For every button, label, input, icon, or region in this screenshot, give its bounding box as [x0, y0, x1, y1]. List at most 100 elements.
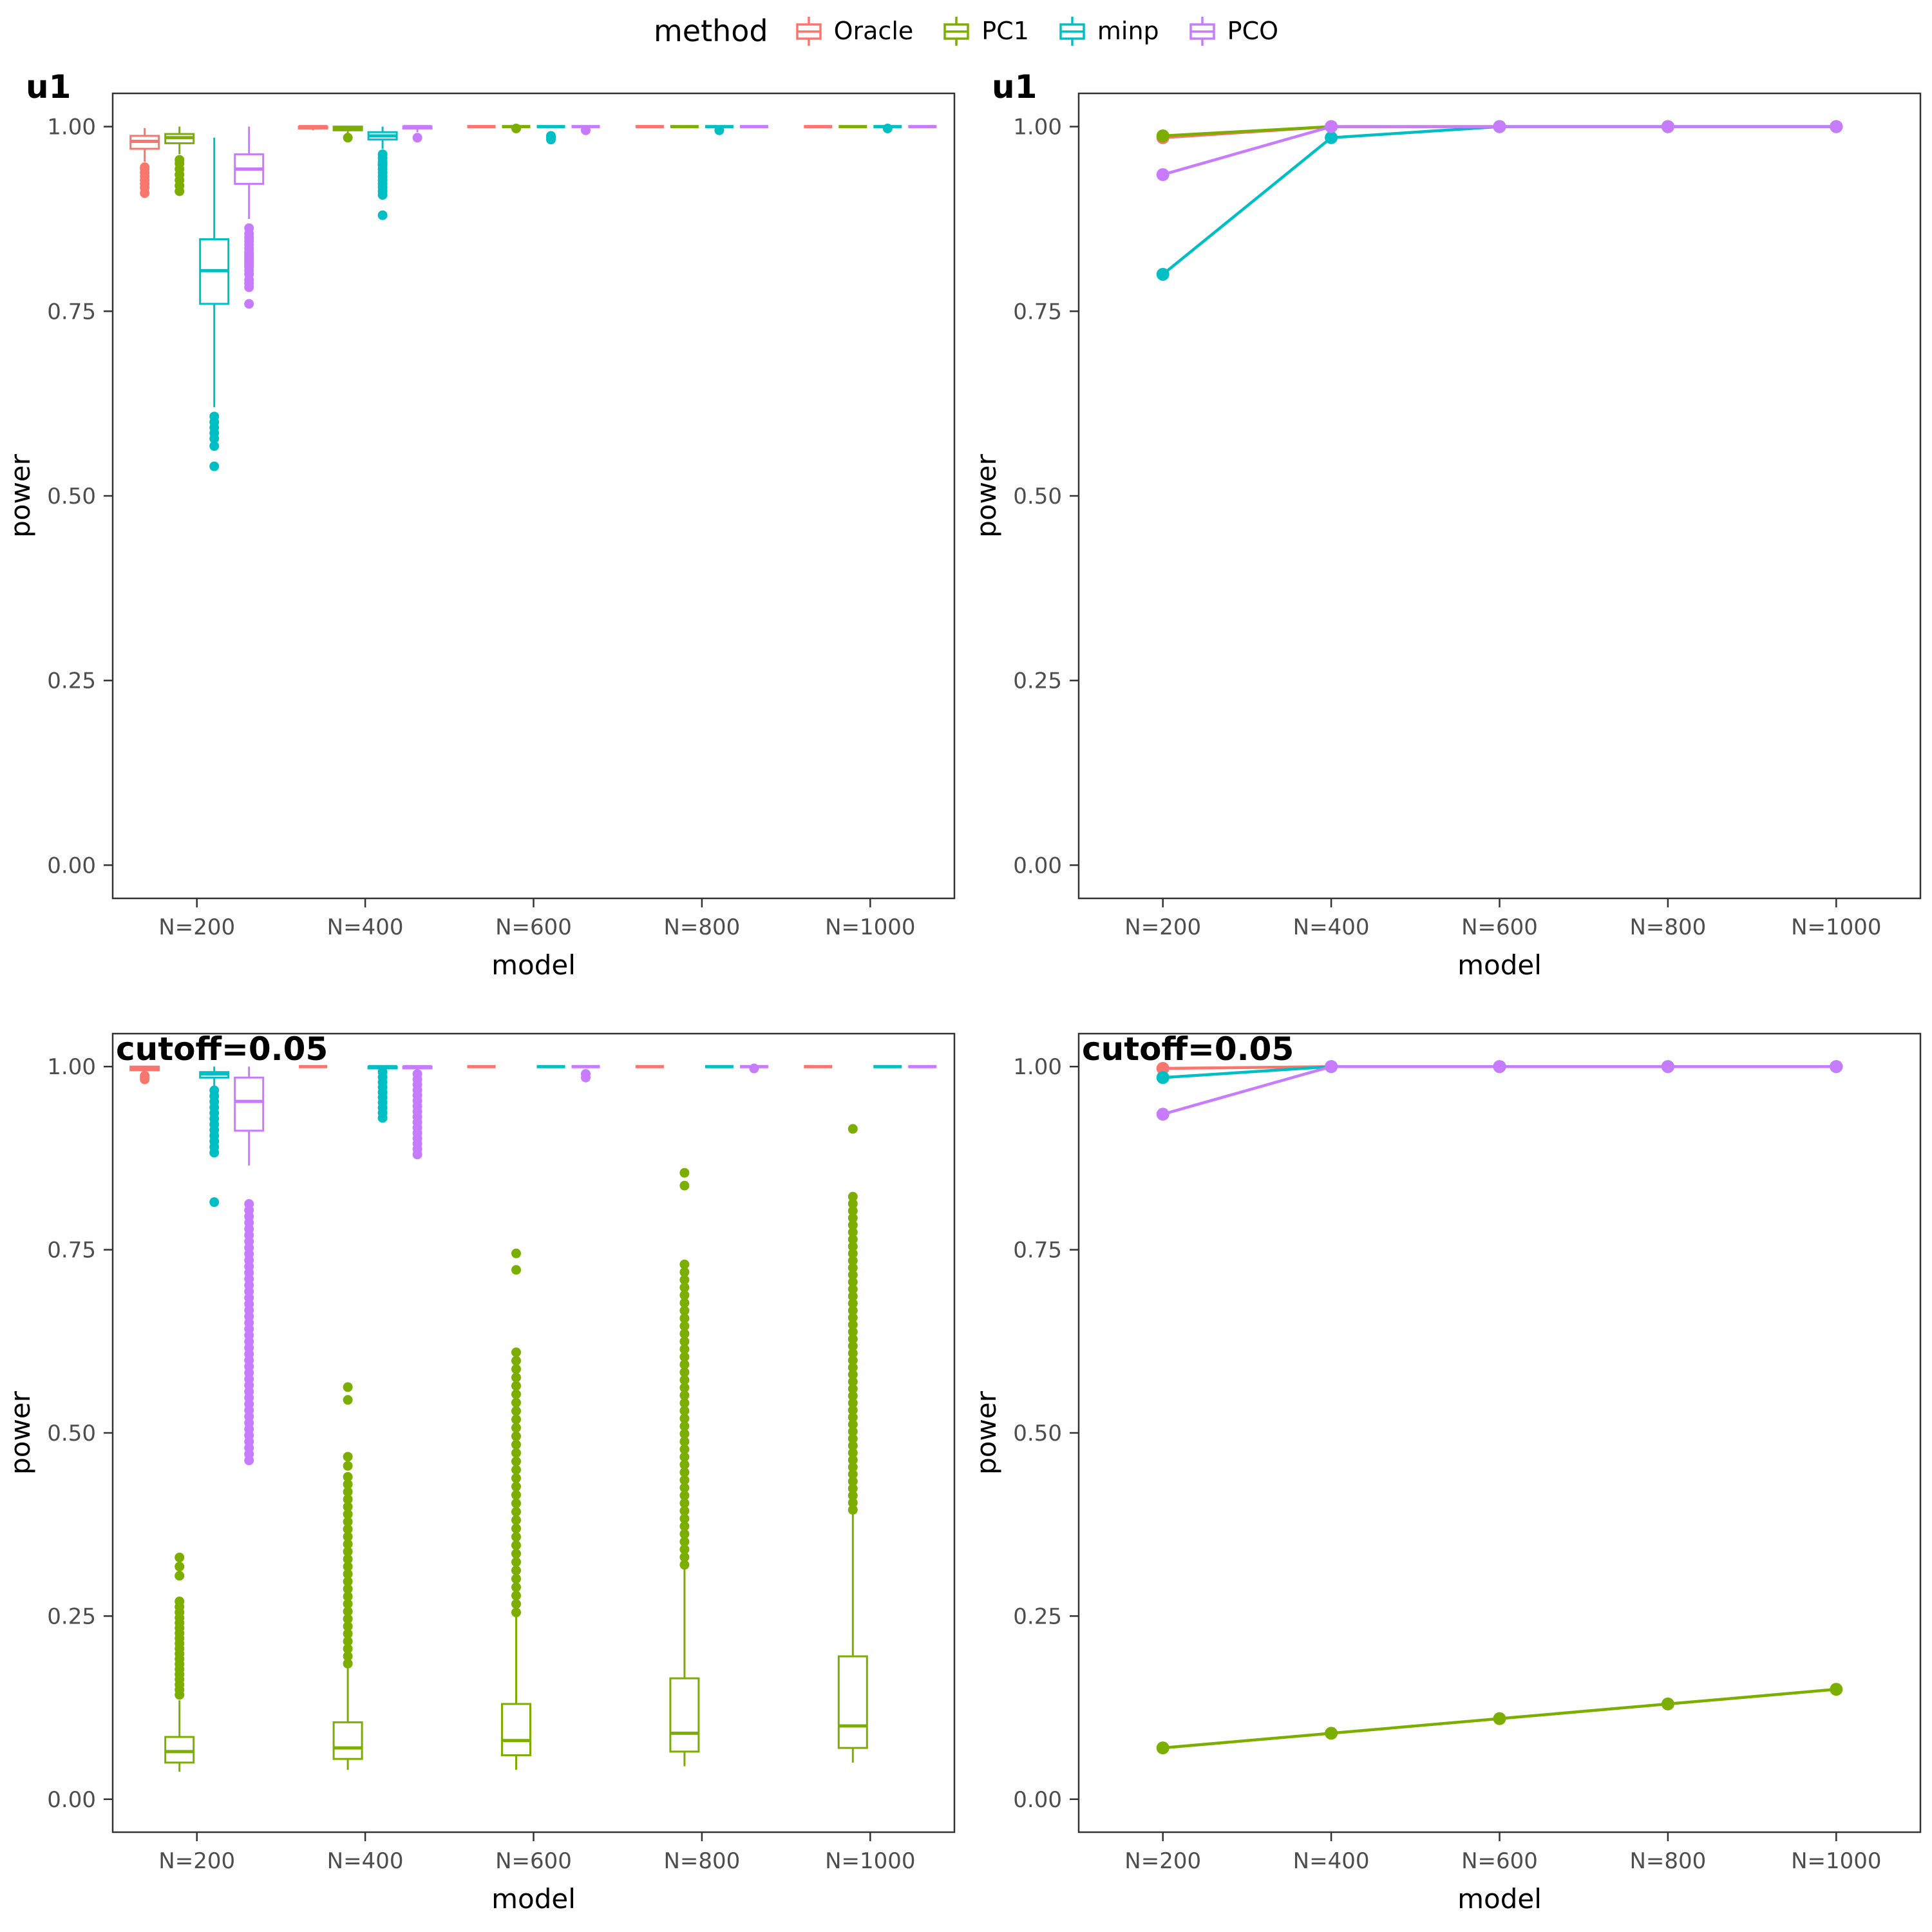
- data-point: [1156, 1062, 1170, 1075]
- x-tick-label: N=200: [158, 1848, 235, 1874]
- y-tick-label: 0.50: [47, 484, 96, 509]
- outlier-point: [848, 1412, 858, 1423]
- outlier-point: [343, 1524, 353, 1534]
- outlier-point: [848, 1334, 858, 1344]
- outlier-point: [343, 1509, 353, 1519]
- line-series-pc1: [1156, 1683, 1843, 1755]
- outlier-point: [679, 1459, 690, 1470]
- outlier-point: [343, 1479, 353, 1490]
- outlier-point: [377, 210, 388, 220]
- outlier-point: [511, 1372, 521, 1383]
- x-tick-label: N=800: [663, 1848, 740, 1874]
- outlier-point: [511, 1506, 521, 1517]
- outlier-point: [679, 1383, 690, 1393]
- outlier-point: [848, 1462, 858, 1472]
- outlier-point: [175, 1552, 185, 1562]
- x-tick-label: N=600: [1461, 1848, 1538, 1874]
- outlier-point: [848, 1341, 858, 1351]
- outlier-point: [848, 1490, 858, 1501]
- outlier-point: [848, 1305, 858, 1316]
- outlier-point: [679, 1305, 690, 1316]
- outlier-point: [343, 1531, 353, 1542]
- outlier-point: [511, 123, 521, 133]
- outlier-point: [679, 1552, 690, 1562]
- boxplot-key-icon: [1059, 17, 1085, 46]
- legend-item-pco: PCO: [1185, 14, 1278, 48]
- legend-label: PC1: [981, 17, 1029, 45]
- outlier-point: [343, 1569, 353, 1579]
- box-series-oracle: [129, 125, 833, 198]
- legend-item-pc1: PC1: [939, 14, 1029, 48]
- outlier-point: [511, 1389, 521, 1399]
- x-tick-label: N=400: [1293, 914, 1370, 940]
- y-axis-title: power: [971, 453, 1002, 538]
- outlier-point: [343, 1599, 353, 1609]
- outlier-point: [848, 1263, 858, 1273]
- outlier-point: [511, 1498, 521, 1508]
- box: [669, 1677, 700, 1753]
- box: [837, 1655, 868, 1749]
- outlier-point: [511, 1414, 521, 1425]
- outlier-point: [343, 1461, 353, 1471]
- outlier-point: [175, 186, 185, 196]
- outlier-point: [679, 1452, 690, 1462]
- outlier-point: [848, 1376, 858, 1387]
- outlier-point: [848, 1320, 858, 1330]
- outlier-point: [848, 1504, 858, 1515]
- outlier-point: [749, 1063, 759, 1074]
- outlier-point: [848, 1312, 858, 1323]
- data-point: [1830, 1683, 1843, 1696]
- outlier-point: [343, 1584, 353, 1594]
- legend-items: Oracle PC1 minp PCO: [791, 14, 1278, 48]
- outlier-point: [343, 1494, 353, 1504]
- outlier-point: [848, 1213, 858, 1223]
- legend-label: minp: [1097, 17, 1159, 45]
- outlier-point: [848, 1476, 858, 1486]
- outlier-point: [343, 1517, 353, 1527]
- outlier-point: [511, 1473, 521, 1483]
- outlier-point: [343, 1502, 353, 1512]
- x-tick-label: N=400: [327, 1848, 404, 1874]
- outlier-point: [679, 1498, 690, 1508]
- chart-legend: method Oracle PC1 minp PCO: [0, 4, 1932, 58]
- y-tick-label: 0.25: [47, 1604, 96, 1629]
- x-tick-label: N=200: [1124, 914, 1201, 940]
- outlier-point: [848, 1270, 858, 1280]
- legend-item-minp: minp: [1055, 14, 1159, 48]
- outlier-point: [175, 1596, 185, 1607]
- outlier-point: [679, 1290, 690, 1300]
- boxplot-chart-cutoff: 0.00 0.25 0.50 0.75 1.00 N=200 N=400 N=600 N=800…: [5, 1032, 956, 1915]
- outlier-point: [848, 1434, 858, 1444]
- outlier-point: [209, 461, 220, 471]
- outlier-point: [848, 1355, 858, 1365]
- outlier-point: [848, 1497, 858, 1508]
- legend-label: Oracle: [833, 17, 914, 45]
- y-tick-label: 0.75: [47, 1238, 96, 1264]
- outlier-point: [140, 188, 150, 198]
- outlier-point: [343, 1472, 353, 1482]
- outlier-point: [343, 1395, 353, 1405]
- outlier-point: [209, 1197, 220, 1208]
- outlier-point: [343, 1636, 353, 1647]
- panel-area: [111, 92, 956, 900]
- outlier-point: [511, 1423, 521, 1433]
- outlier-point: [343, 1577, 353, 1587]
- data-point: [1661, 1060, 1674, 1074]
- y-axis-title: power: [5, 1390, 36, 1475]
- outlier-point: [848, 1198, 858, 1209]
- data-point: [1661, 1697, 1674, 1710]
- legend-item-oracle: Oracle: [791, 14, 914, 48]
- y-tick-label: 0.50: [1013, 484, 1062, 509]
- outlier-point: [848, 1327, 858, 1337]
- outlier-point: [377, 1067, 388, 1077]
- outlier-point: [848, 1391, 858, 1401]
- outlier-point: [679, 1336, 690, 1347]
- outlier-point: [848, 1256, 858, 1266]
- outlier-point: [679, 1168, 690, 1178]
- x-tick-label: N=200: [158, 914, 235, 940]
- outlier-point: [848, 1426, 858, 1437]
- outlier-point: [343, 1486, 353, 1497]
- outlier-point: [511, 1464, 521, 1475]
- panel-area: [1077, 1032, 1922, 1833]
- outlier-point: [848, 1291, 858, 1302]
